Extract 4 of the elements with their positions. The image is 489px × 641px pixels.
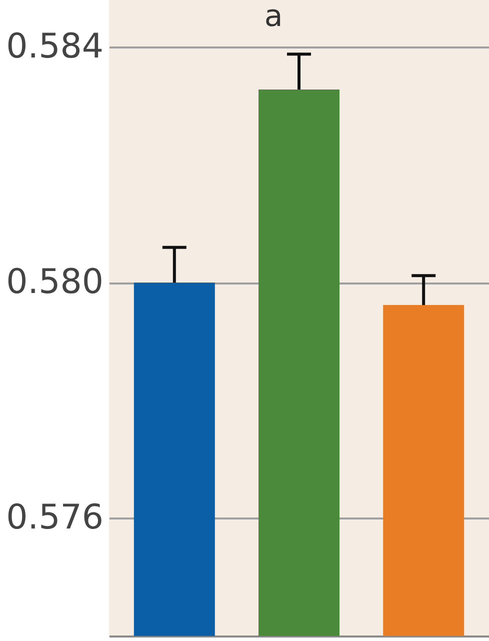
annotation: a xyxy=(264,0,283,34)
y-tick-label: 0.584 xyxy=(6,26,104,67)
y-tick-label: 0.580 xyxy=(6,262,104,302)
y-tick-label: 0.576 xyxy=(6,498,104,538)
